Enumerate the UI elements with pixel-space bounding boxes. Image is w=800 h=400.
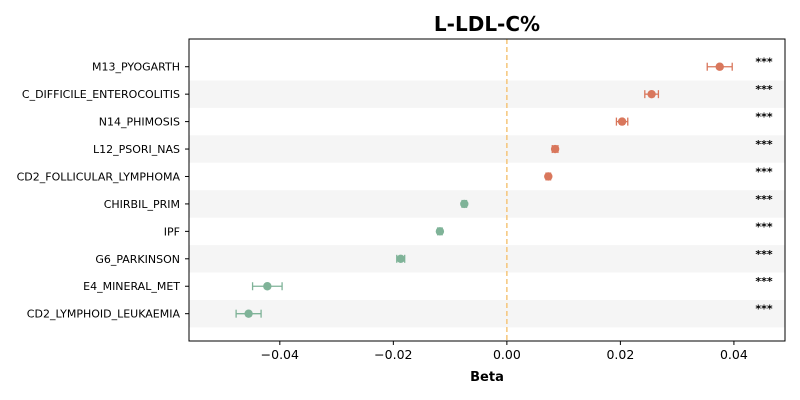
row-band — [189, 190, 785, 218]
data-point — [544, 172, 553, 181]
chart-title: L-LDL-C% — [434, 12, 540, 36]
x-tick-label: −0.02 — [374, 347, 412, 362]
row-band — [189, 245, 785, 273]
x-axis-label: Beta — [470, 370, 504, 385]
significance-label: *** — [755, 220, 773, 233]
data-point — [244, 309, 253, 318]
significance-label: *** — [755, 165, 773, 178]
data-point — [715, 62, 724, 71]
significance-label: *** — [755, 111, 773, 124]
y-axis-labels: M13_PYOGARTH C_DIFFICILE_ENTEROCOLITIS N14… — [17, 61, 189, 321]
data-point — [396, 254, 405, 263]
significance-label: *** — [755, 248, 773, 261]
category-label: E4_MINERAL_MET — [83, 280, 180, 293]
significance-labels: *** *** *** *** *** *** *** *** *** *** — [755, 56, 773, 316]
x-tick-label: 0.02 — [606, 347, 634, 362]
row-band — [189, 80, 785, 108]
row-bands — [189, 80, 785, 328]
x-tick-label: −0.04 — [261, 347, 299, 362]
category-label: CHIRBIL_PRIM — [104, 198, 180, 211]
category-label: N14_PHIMOSIS — [99, 116, 180, 129]
x-tick-label: 0.04 — [720, 347, 748, 362]
category-label: IPF — [164, 225, 180, 238]
x-axis-ticks: −0.04 −0.02 0.00 0.02 0.04 — [261, 341, 748, 362]
data-point — [435, 227, 445, 236]
row-band — [189, 299, 785, 328]
category-label: L12_PSORI_NAS — [93, 143, 180, 156]
data-marks — [235, 62, 733, 318]
category-label: G6_PARKINSON — [95, 253, 180, 266]
data-point — [550, 144, 560, 154]
significance-label: *** — [755, 138, 773, 151]
plot-frame — [188, 38, 786, 342]
category-label: CD2_FOLLICULAR_LYMPHOMA — [17, 170, 181, 183]
significance-label: *** — [755, 193, 773, 206]
data-point — [647, 89, 656, 99]
data-point — [263, 282, 272, 291]
data-point — [617, 117, 627, 126]
significance-label: *** — [755, 83, 773, 96]
x-tick-label: 0.00 — [493, 347, 521, 362]
row-band — [189, 135, 785, 163]
category-label: C_DIFFICILE_ENTEROCOLITIS — [22, 88, 180, 101]
category-label: CD2_LYMPHOID_LEUKAEMIA — [27, 308, 181, 321]
data-point — [460, 199, 469, 209]
significance-label: *** — [755, 56, 773, 69]
significance-label: *** — [755, 275, 773, 288]
significance-label: *** — [755, 303, 773, 316]
category-label: M13_PYOGARTH — [92, 61, 180, 74]
